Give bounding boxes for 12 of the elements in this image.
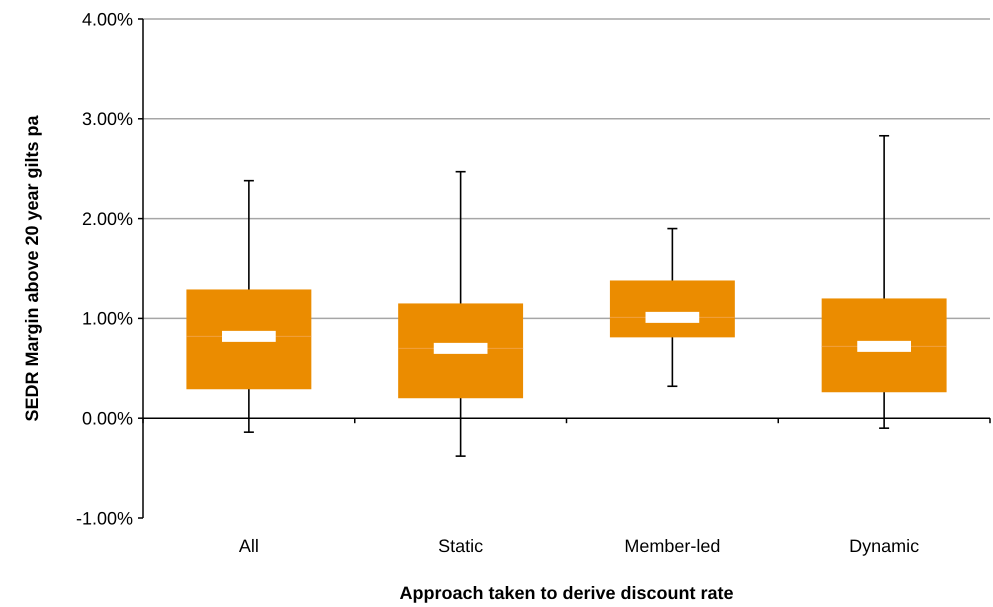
y-tick-label: 3.00%	[82, 109, 133, 130]
x-tick-label: All	[238, 536, 259, 556]
y-tick-label: 1.00%	[82, 308, 133, 329]
x-tick-label: Static	[438, 536, 484, 556]
y-tick-label: 4.00%	[82, 9, 133, 30]
x-tick-label: Member-led	[624, 536, 720, 556]
x-axis-title: Approach taken to derive discount rate	[399, 583, 734, 603]
x-tick-label: Dynamic	[849, 536, 920, 556]
y-tick-label: -1.00%	[76, 508, 133, 528]
y-tick-label: 2.00%	[82, 208, 133, 229]
y-tick-label: 0.00%	[82, 408, 133, 428]
y-axis-title: SEDR Margin above 20 year gilts pa	[22, 114, 42, 422]
